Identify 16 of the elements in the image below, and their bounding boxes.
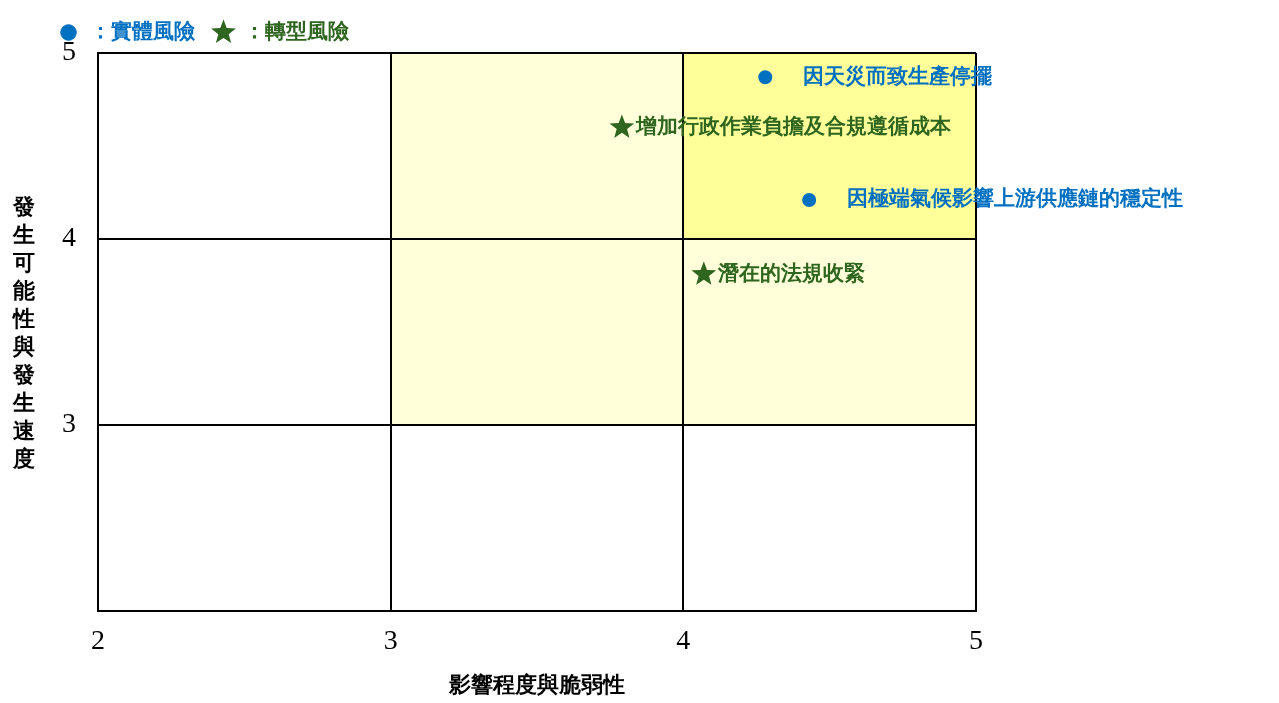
legend-label: ：轉型風險 (244, 17, 350, 43)
text: 發生可能性與發生速度 (13, 193, 35, 471)
data-label: 潛在的法規收緊 (716, 259, 865, 285)
y-tick-label: 3 (62, 407, 76, 439)
point (609, 114, 635, 138)
point (758, 70, 773, 85)
point (802, 192, 817, 207)
x-axis-title: 影響程度與脆弱性 (448, 670, 625, 697)
y-tick-label: 5 (62, 35, 76, 67)
legend-label: ：實體風險 (89, 17, 196, 43)
x-tick-label: 3 (383, 624, 398, 656)
y-tick-label: 4 (62, 221, 76, 253)
point (691, 261, 717, 285)
x-tick-label: 5 (969, 624, 983, 656)
x-tick-label: 4 (676, 624, 691, 656)
x-tick-label: 2 (91, 624, 105, 656)
